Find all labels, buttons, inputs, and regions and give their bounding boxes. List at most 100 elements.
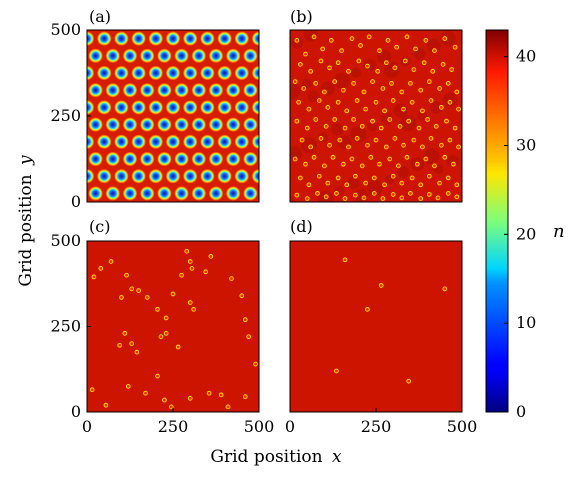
hole [334, 191, 339, 196]
lattice-hole [191, 82, 207, 98]
lattice-hole [131, 100, 146, 115]
lattice-hole [260, 83, 275, 98]
lattice-hole [105, 186, 121, 201]
hole [394, 44, 399, 50]
hole [330, 154, 336, 160]
texture-patch [367, 121, 378, 132]
hole [418, 196, 424, 201]
lattice-hole [200, 65, 215, 81]
hole [170, 291, 176, 297]
hole [383, 144, 389, 150]
hole [332, 117, 338, 122]
x-tick-label: 500 [447, 417, 478, 436]
colorbar-tick-label: 10 [516, 313, 536, 332]
hole [365, 307, 370, 312]
hole [358, 43, 363, 48]
lattice-hole [260, 49, 275, 64]
hole [454, 182, 460, 188]
y-tick-label: 250 [50, 106, 81, 125]
lattice-hole [225, 48, 241, 64]
hole [155, 373, 160, 379]
lattice-hole [260, 152, 275, 167]
lattice-hole [217, 65, 232, 81]
hole [163, 330, 169, 336]
hole [365, 63, 370, 69]
lattice-hole [157, 48, 172, 64]
hole [426, 173, 432, 179]
hole [445, 191, 451, 196]
lattice-hole [131, 168, 146, 184]
lattice-hole [208, 186, 224, 201]
hole [454, 194, 460, 200]
lattice-hole [260, 186, 275, 201]
hole [440, 62, 446, 67]
lattice-hole [174, 48, 189, 64]
panel-frame [289, 29, 463, 203]
hole [143, 390, 148, 396]
lattice-hole [182, 100, 198, 115]
hole [363, 180, 369, 186]
panel-c-label: (c) [89, 217, 110, 236]
lattice-hole [165, 168, 181, 184]
hole [332, 79, 338, 84]
lattice-hole [251, 100, 259, 115]
lattice-hole [165, 100, 181, 115]
lattice-hole [243, 48, 258, 64]
lattice-hole [191, 186, 207, 201]
lattice-hole [114, 134, 129, 150]
hole [428, 136, 434, 141]
lattice-hole [165, 31, 181, 46]
hole [206, 390, 212, 396]
panel-a-label: (a) [89, 7, 111, 26]
hole [344, 108, 350, 114]
hole [203, 269, 209, 275]
x-tick-label: 250 [158, 417, 189, 436]
hole [392, 65, 398, 71]
hole [306, 182, 312, 188]
lattice-hole [243, 151, 258, 167]
hole [323, 123, 329, 129]
hole [383, 60, 389, 66]
hole [406, 378, 412, 384]
hole [253, 361, 258, 367]
lattice-hole [148, 168, 164, 184]
hole [311, 154, 317, 160]
hole [414, 161, 420, 167]
hole [297, 62, 303, 67]
hole [404, 154, 410, 160]
hole [303, 51, 308, 57]
hole [136, 288, 141, 293]
hole [187, 395, 193, 401]
lattice-hole [157, 117, 172, 132]
hole [423, 37, 429, 43]
hole [449, 67, 455, 72]
texture-patch [290, 146, 302, 161]
hole [191, 307, 196, 312]
lattice-hole [174, 82, 189, 98]
lattice-hole [96, 100, 112, 115]
hole [387, 117, 393, 122]
hole [437, 180, 442, 186]
lattice-hole [139, 186, 155, 201]
hole [409, 99, 415, 105]
lattice-hole [234, 134, 250, 150]
lattice-hole [105, 82, 121, 98]
lattice-hole [87, 31, 95, 46]
texture-patch [333, 72, 350, 89]
lattice-hole [88, 186, 103, 201]
lattice-hole [105, 117, 121, 132]
hole [382, 182, 387, 188]
lattice-hole [88, 48, 103, 64]
hole [225, 404, 231, 410]
hole [351, 117, 356, 122]
hole [346, 68, 351, 74]
hole [433, 123, 439, 129]
hole [316, 98, 322, 103]
hole [89, 387, 95, 393]
hole [377, 48, 382, 53]
hole [408, 80, 413, 86]
lattice-hole [174, 151, 189, 167]
hole [401, 106, 406, 112]
colorbar-tick-label: 40 [516, 47, 536, 66]
hole [404, 34, 410, 40]
